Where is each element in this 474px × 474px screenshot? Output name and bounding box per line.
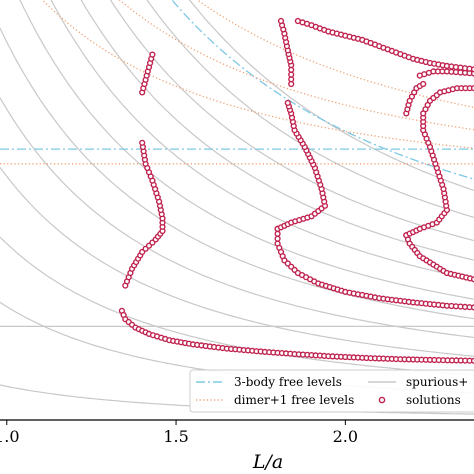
solution-point bbox=[470, 357, 474, 364]
spurious-curve-3 bbox=[0, 167, 474, 357]
spurious-curve-6 bbox=[19, 0, 474, 300]
legend: 3-body free levels spurious+ dimer+1 free … bbox=[189, 369, 474, 413]
solution-point bbox=[149, 51, 156, 58]
spurious-curve-8 bbox=[80, 0, 474, 261]
x-tick-label: 1.5 bbox=[163, 427, 188, 446]
solution-point bbox=[284, 99, 291, 107]
legend-label: spurious+ bbox=[406, 375, 468, 389]
spurious-curve-2 bbox=[0, 236, 474, 376]
spurious-curve-7 bbox=[50, 0, 474, 281]
solution-point bbox=[470, 304, 474, 311]
spurious-curve-5 bbox=[0, 27, 474, 320]
solution-point bbox=[470, 276, 474, 283]
solution-point bbox=[277, 17, 285, 25]
spurious-curve-11 bbox=[188, 0, 474, 191]
legend-label: solutions bbox=[406, 393, 461, 407]
solution-point bbox=[274, 230, 281, 237]
curve-layer bbox=[0, 0, 474, 415]
solution-point bbox=[288, 71, 295, 78]
solution-point bbox=[470, 66, 474, 73]
dimer-curve-0 bbox=[41, 0, 474, 149]
legend-label: dimer+1 free levels bbox=[234, 393, 354, 407]
solution-markers bbox=[118, 17, 474, 364]
free3-curve-0 bbox=[171, 0, 474, 180]
spurious-curve-10 bbox=[146, 0, 474, 218]
solution-point bbox=[420, 80, 427, 88]
legend-label: 3-body free levels bbox=[234, 375, 342, 389]
x-axis-label: L/a bbox=[252, 451, 283, 473]
spurious-curve-9 bbox=[109, 0, 474, 242]
solution-point bbox=[139, 139, 146, 146]
axes: 1.0 1.5 2.0 L/a bbox=[0, 419, 474, 473]
x-tick-label: 2.0 bbox=[333, 427, 358, 446]
x-tick-label: 1.0 bbox=[0, 427, 19, 446]
solution-point bbox=[470, 85, 474, 92]
legend-box bbox=[189, 369, 474, 413]
dimer-curve-2 bbox=[196, 0, 474, 109]
solution-point bbox=[274, 235, 281, 242]
legend-swatch bbox=[378, 396, 386, 404]
dimer-curve-1 bbox=[118, 0, 474, 131]
